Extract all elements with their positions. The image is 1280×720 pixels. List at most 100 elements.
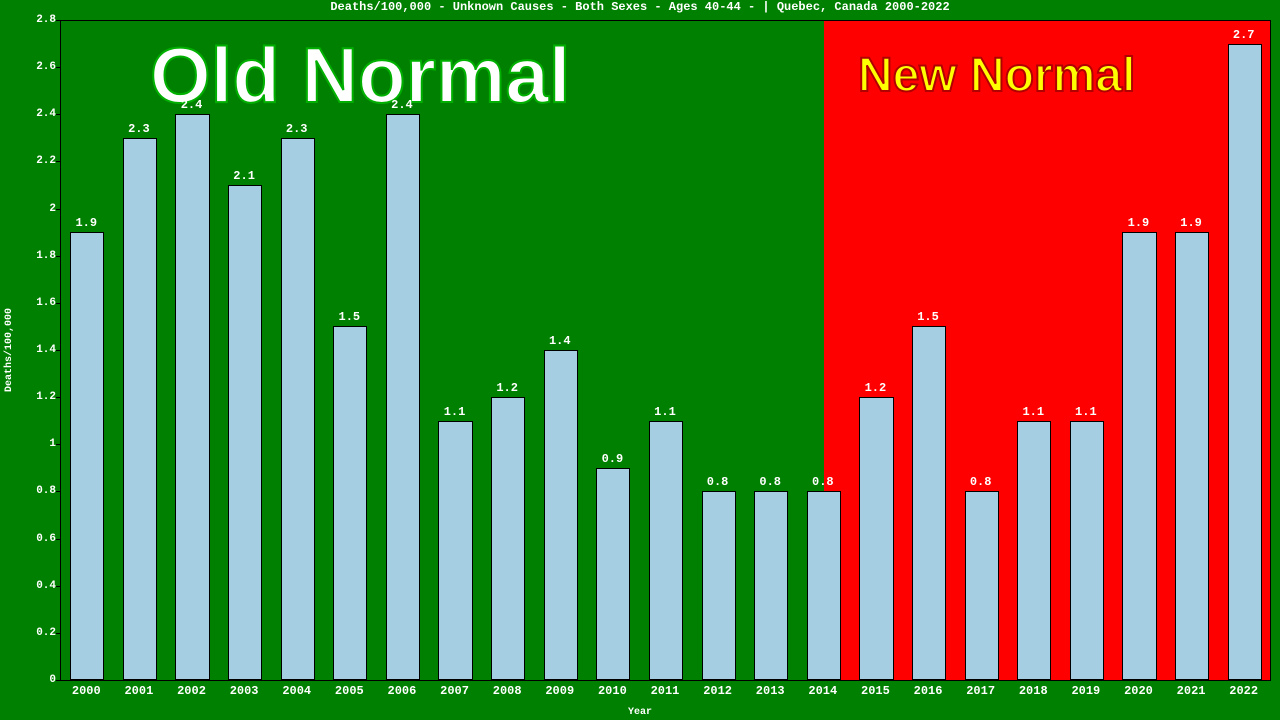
bar-value-label: 2.1 — [218, 169, 271, 183]
bar — [175, 114, 209, 680]
y-tick-mark — [56, 680, 60, 681]
bar-value-label: 1.9 — [1112, 216, 1165, 230]
bar — [649, 421, 683, 680]
y-tick-mark — [56, 67, 60, 68]
bar — [281, 138, 315, 680]
bar-value-label: 1.5 — [323, 310, 376, 324]
bar — [123, 138, 157, 680]
chart-container: Deaths/100,000 - Unknown Causes - Both S… — [0, 0, 1280, 720]
y-tick-mark — [56, 539, 60, 540]
x-tick-label: 2011 — [639, 684, 692, 698]
bar-value-label: 2.7 — [1217, 28, 1270, 42]
bar-value-label: 0.9 — [586, 452, 639, 466]
y-tick-mark — [56, 20, 60, 21]
x-tick-label: 2013 — [744, 684, 797, 698]
x-tick-label: 2017 — [954, 684, 1007, 698]
bar-value-label: 0.8 — [954, 475, 1007, 489]
y-tick-mark — [56, 491, 60, 492]
x-tick-label: 2010 — [586, 684, 639, 698]
x-tick-label: 2002 — [165, 684, 218, 698]
bar — [438, 421, 472, 680]
x-tick-label: 2005 — [323, 684, 376, 698]
y-tick-label: 0.8 — [20, 485, 56, 497]
bar — [386, 114, 420, 680]
bar-value-label: 1.1 — [428, 405, 481, 419]
bar — [1070, 421, 1104, 680]
y-tick-label: 2.6 — [20, 61, 56, 73]
bar — [754, 491, 788, 680]
y-tick-label: 1.4 — [20, 344, 56, 356]
bar-value-label: 1.1 — [1060, 405, 1113, 419]
x-tick-label: 2015 — [849, 684, 902, 698]
x-tick-label: 2018 — [1007, 684, 1060, 698]
x-tick-label: 2012 — [691, 684, 744, 698]
y-tick-mark — [56, 209, 60, 210]
bar — [1228, 44, 1262, 680]
bar-value-label: 2.4 — [376, 98, 429, 112]
y-tick-label: 1.2 — [20, 391, 56, 403]
bar — [702, 491, 736, 680]
y-tick-mark — [56, 633, 60, 634]
y-tick-mark — [56, 397, 60, 398]
bar-value-label: 1.1 — [639, 405, 692, 419]
y-tick-label: 2.8 — [20, 14, 56, 26]
x-tick-label: 2007 — [428, 684, 481, 698]
bar-value-label: 2.4 — [165, 98, 218, 112]
bar-value-label: 0.8 — [691, 475, 744, 489]
bar-value-label: 2.3 — [113, 122, 166, 136]
y-tick-mark — [56, 114, 60, 115]
bar — [1017, 421, 1051, 680]
y-tick-label: 0.2 — [20, 627, 56, 639]
y-tick-label: 1.8 — [20, 250, 56, 262]
y-tick-label: 2.2 — [20, 155, 56, 167]
bar-value-label: 2.3 — [270, 122, 323, 136]
y-tick-label: 0.6 — [20, 533, 56, 545]
x-tick-label: 2019 — [1060, 684, 1113, 698]
y-tick-mark — [56, 444, 60, 445]
bar-value-label: 1.4 — [533, 334, 586, 348]
bar-value-label: 1.2 — [481, 381, 534, 395]
x-tick-label: 2021 — [1165, 684, 1218, 698]
x-tick-label: 2009 — [533, 684, 586, 698]
x-tick-label: 2000 — [60, 684, 113, 698]
bar — [912, 326, 946, 680]
x-tick-label: 2008 — [481, 684, 534, 698]
y-tick-mark — [56, 256, 60, 257]
bar — [544, 350, 578, 680]
bar — [70, 232, 104, 680]
bar — [965, 491, 999, 680]
y-tick-mark — [56, 161, 60, 162]
bar — [859, 397, 893, 680]
y-tick-mark — [56, 586, 60, 587]
bar — [807, 491, 841, 680]
y-axis-label: Deaths/100,000 — [4, 308, 15, 392]
y-tick-label: 1 — [20, 438, 56, 450]
x-tick-label: 2001 — [113, 684, 166, 698]
bar — [1122, 232, 1156, 680]
bar — [596, 468, 630, 680]
bar-value-label: 1.9 — [1165, 216, 1218, 230]
bar — [491, 397, 525, 680]
bar-value-label: 0.8 — [744, 475, 797, 489]
x-tick-label: 2006 — [376, 684, 429, 698]
y-tick-label: 1.6 — [20, 297, 56, 309]
x-tick-label: 2004 — [270, 684, 323, 698]
bar — [333, 326, 367, 680]
y-tick-label: 2 — [20, 203, 56, 215]
bar-value-label: 1.9 — [60, 216, 113, 230]
y-tick-mark — [56, 303, 60, 304]
x-tick-label: 2020 — [1112, 684, 1165, 698]
bar-value-label: 1.2 — [849, 381, 902, 395]
x-tick-label: 2022 — [1217, 684, 1270, 698]
y-tick-label: 2.4 — [20, 108, 56, 120]
y-tick-label: 0 — [20, 674, 56, 686]
bar — [228, 185, 262, 680]
plot-right-border — [1270, 20, 1271, 680]
x-axis-label: Year — [0, 707, 1280, 718]
bar-value-label: 1.1 — [1007, 405, 1060, 419]
x-tick-label: 2016 — [902, 684, 955, 698]
bar-value-label: 1.5 — [902, 310, 955, 324]
bar — [1175, 232, 1209, 680]
bar-value-label: 0.8 — [797, 475, 850, 489]
plot-top-border — [61, 20, 1271, 21]
